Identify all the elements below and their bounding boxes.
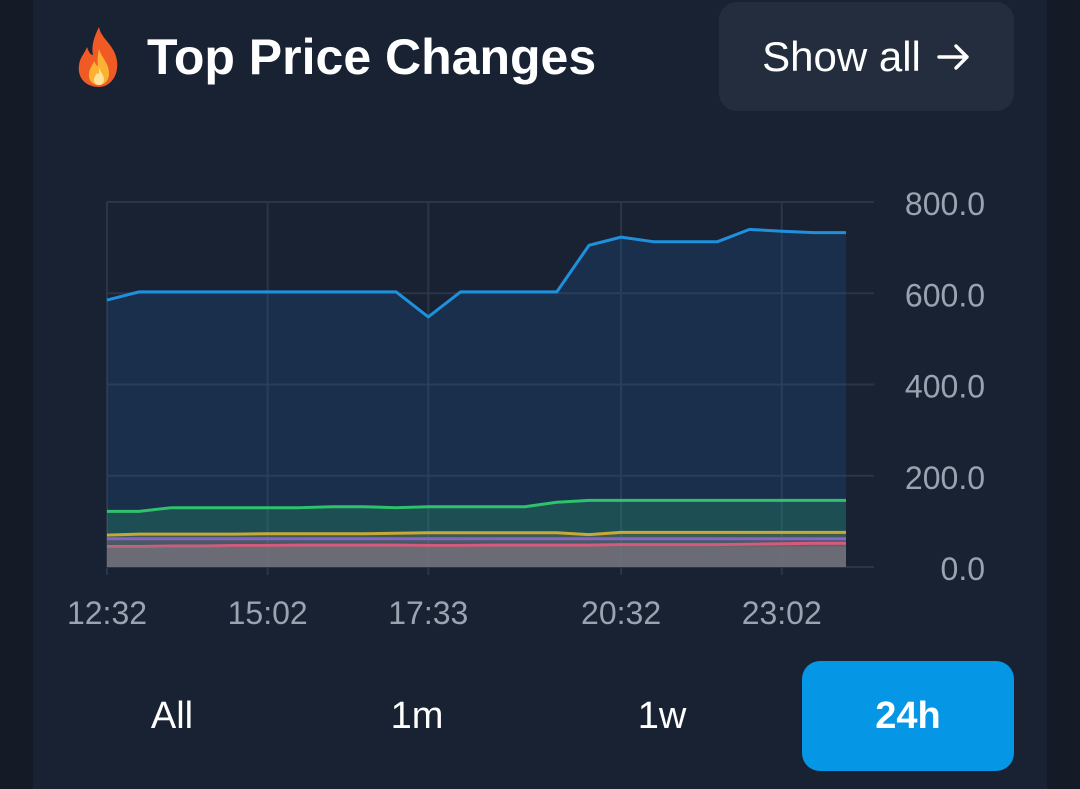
show-all-label: Show all	[762, 32, 921, 80]
price-changes-card: Top Price Changes Show all 800.0 600.0 400…	[33, 0, 1047, 789]
tab-24h[interactable]: 24h	[802, 661, 1014, 771]
y-tick-label: 200.0	[905, 460, 985, 496]
x-tick-label: 12:32	[67, 595, 147, 631]
y-tick-label: 400.0	[905, 369, 985, 405]
y-tick-label: 600.0	[905, 277, 985, 313]
series-1-line	[107, 498, 846, 513]
tab-all[interactable]: All	[150, 694, 194, 737]
time-range-tabs: All 1m 1w 24h	[33, 661, 1047, 771]
series-0-line	[106, 227, 846, 319]
page-title: Top Price Changes	[147, 29, 597, 85]
tab-1w[interactable]: 1w	[637, 694, 687, 737]
y-tick-label: 0.0	[941, 551, 985, 587]
x-tick-label: 20:32	[581, 595, 661, 631]
price-chart: 800.0 600.0 400.0 200.0 0.0 12:32 15:02 17:33 20…	[67, 186, 985, 631]
arrow-right-icon	[937, 43, 969, 70]
title-wrap: Top Price Changes	[71, 22, 596, 92]
series-2-area	[107, 532, 846, 567]
x-tick-label: 15:02	[228, 595, 308, 631]
baseline-band	[107, 546, 846, 567]
series-4-area	[107, 543, 846, 567]
x-tick-label: 23:02	[742, 595, 822, 631]
fire-icon	[78, 27, 118, 87]
tab-1m[interactable]: 1m	[390, 694, 444, 737]
series-2-line	[106, 530, 846, 537]
show-all-button[interactable]: Show all	[719, 2, 1014, 111]
y-tick-label: 800.0	[905, 186, 985, 222]
series-4-line	[107, 541, 846, 548]
x-tick-label: 17:33	[388, 595, 468, 631]
card-header: Top Price Changes Show all	[33, 0, 1047, 115]
series-0-area	[107, 229, 846, 567]
